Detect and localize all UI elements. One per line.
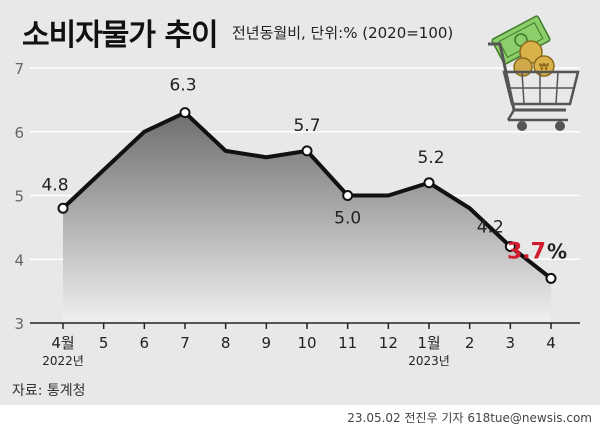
credit-line: 23.05.02 전진우 기자 618tue@newsis.com [347,411,592,425]
chart-subtitle: 전년동월비, 단위:% (2020=100) [232,24,454,42]
x-tick-label: 11 [338,334,357,352]
svg-text:₩: ₩ [539,62,549,73]
x-tick-label: 6 [140,334,150,352]
data-point [342,190,354,201]
x-axis [30,322,580,329]
x-tick-label: 10 [297,334,316,352]
x-tick-label: 3 [506,334,516,352]
data-label: 5.0 [334,209,361,229]
data-point [57,202,69,214]
line-chart: 4.8 6.3 5.7 5.0 5.2 4.23.7% 3 4 5 6 7 4월 5 6 7 8 9 10 11… [14,15,580,368]
data-point [423,177,435,189]
x-tick-label: 4월 [51,334,74,352]
data-point [301,145,313,157]
y-tick-label: 5 [14,188,24,206]
x-axis-ticks: 4월 5 6 7 8 9 10 11 12 1월 2 3 4 2022년 2023년 [42,334,556,368]
data-point [179,107,191,119]
x-tick-label: 9 [262,334,272,352]
x-year-label: 2022년 [42,354,84,368]
data-label-latest: 3.7% [507,239,567,264]
x-tick-label: 5 [99,334,109,352]
shopping-cart-icon: ₩ [488,15,580,131]
x-tick-label: 2 [465,334,475,352]
y-tick-label: 3 [14,315,24,333]
x-year-label: 2023년 [408,354,450,368]
source-note: 자료: 통계청 [12,383,86,399]
data-label: 6.3 [169,76,196,96]
y-tick-label: 4 [14,251,24,269]
data-labels: 4.8 6.3 5.7 5.0 5.2 4.23.7% [41,76,567,265]
data-label-unit: % [547,239,567,263]
x-tick-label: 8 [221,334,231,352]
data-label: 5.2 [417,148,444,168]
data-label: 4.8 [41,175,68,195]
data-point [504,241,516,252]
y-axis-ticks: 3 4 5 6 7 [14,60,24,333]
area-shape [63,112,551,323]
chart-title: 소비자물가 추이 [22,18,219,53]
data-label: 4.2 [477,218,504,238]
x-tick-label: 7 [180,334,190,352]
area-fill [63,112,551,323]
data-points [57,107,557,284]
data-label: 5.7 [293,116,320,136]
data-point [545,272,557,284]
y-tick-label: 7 [14,60,24,78]
x-tick-label: 1월 [417,334,440,352]
y-tick-label: 6 [14,124,24,142]
x-tick-label: 12 [379,334,398,352]
x-tick-label: 4 [546,334,556,352]
